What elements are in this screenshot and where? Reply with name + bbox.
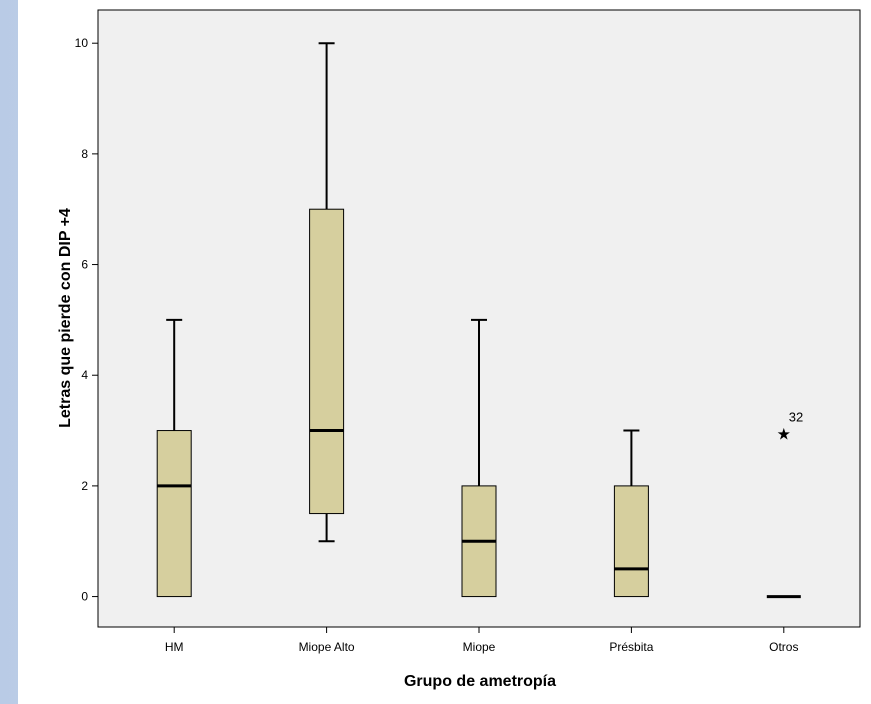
- y-tick-label: 2: [81, 479, 88, 493]
- box-group: ★32: [766, 410, 803, 599]
- y-tick-label: 0: [81, 590, 88, 604]
- outlier-star: ★: [777, 425, 791, 444]
- y-tick-label: 6: [81, 258, 88, 272]
- box-group: [613, 429, 649, 598]
- y-axis-title: Letras que pierde con DIP +4: [57, 208, 74, 428]
- boxes: ★32: [156, 42, 803, 599]
- box: [613, 485, 649, 598]
- box-group: [309, 42, 345, 543]
- x-tick-label: Miope: [463, 640, 496, 654]
- y-tick-label: 8: [81, 147, 88, 161]
- y-tick-label: 10: [75, 36, 89, 50]
- y-tick-label: 4: [81, 368, 88, 382]
- boxplot-chart: 0 2 4 6 8 10 HM Miope Alto Miope Présbita Otros ★…: [57, 9, 861, 690]
- box-group: [156, 318, 192, 598]
- box-group: [461, 318, 497, 598]
- box: [309, 208, 345, 515]
- outlier-label: 32: [789, 410, 803, 425]
- x-tick-label: HM: [165, 640, 184, 654]
- box: [156, 430, 192, 598]
- x-axis-title: Grupo de ametropía: [404, 673, 556, 690]
- x-axis: HM Miope Alto Miope Présbita Otros: [165, 627, 798, 654]
- x-tick-label: Otros: [769, 640, 798, 654]
- chart-panel: 0 2 4 6 8 10 HM Miope Alto Miope Présbita Otros ★…: [18, 0, 871, 704]
- y-axis: 0 2 4 6 8 10: [75, 36, 98, 604]
- x-tick-label: Miope Alto: [299, 640, 355, 654]
- x-tick-label: Présbita: [609, 640, 653, 654]
